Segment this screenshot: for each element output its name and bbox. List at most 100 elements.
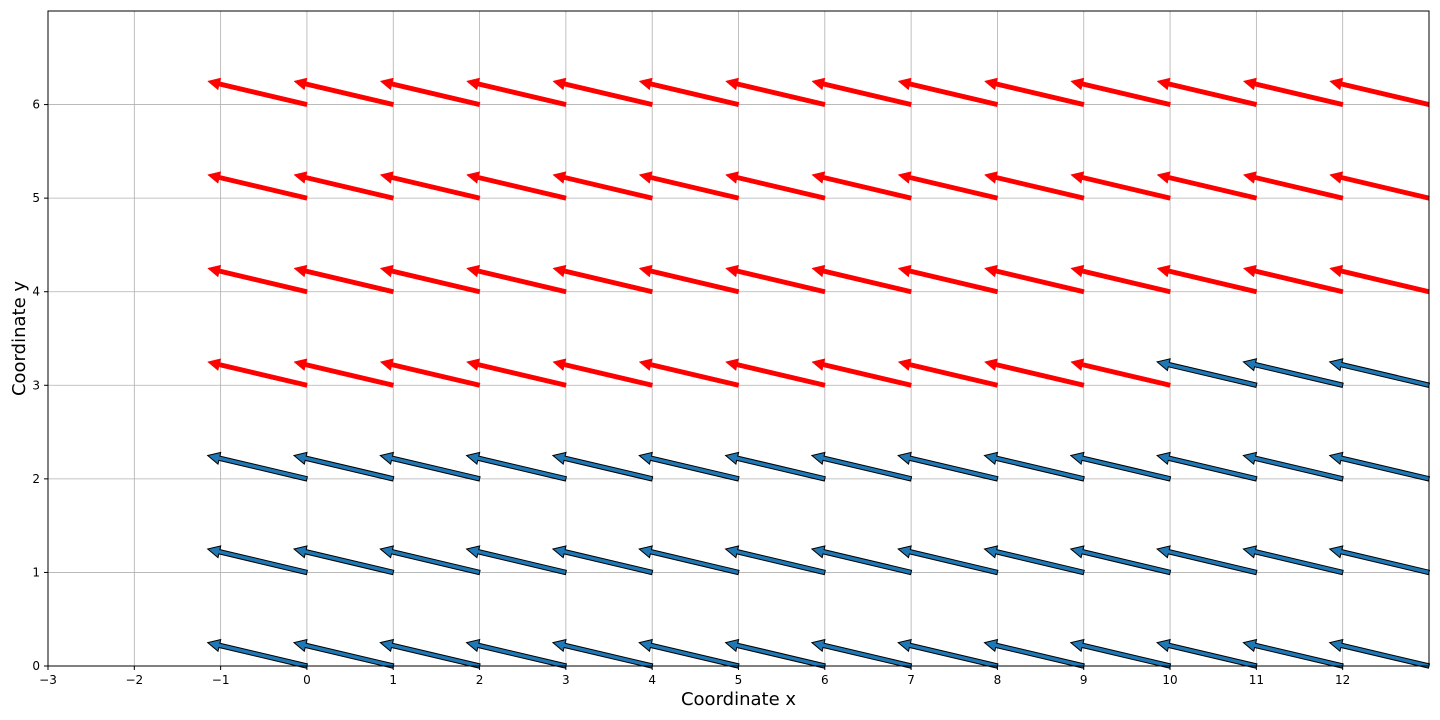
blue-arrow bbox=[1156, 638, 1258, 669]
blue-arrow bbox=[897, 545, 999, 576]
red-arrow bbox=[1156, 264, 1258, 295]
blue-arrow bbox=[379, 451, 481, 482]
red-arrow bbox=[466, 358, 567, 388]
blue-arrow bbox=[897, 638, 999, 669]
red-arrow bbox=[1242, 77, 1344, 108]
red-arrow bbox=[811, 264, 912, 295]
blue-arrow bbox=[897, 451, 999, 482]
red-arrow bbox=[1329, 264, 1430, 295]
red-arrow bbox=[725, 264, 826, 295]
red-arrow bbox=[1156, 77, 1258, 108]
red-arrow bbox=[379, 77, 481, 108]
blue-arrow bbox=[551, 451, 654, 482]
red-arrow bbox=[638, 264, 740, 295]
y-tick-label: 6 bbox=[32, 98, 40, 112]
blue-arrow bbox=[1069, 638, 1172, 669]
blue-arrow bbox=[1242, 451, 1344, 482]
x-tick-label: 1 bbox=[389, 673, 397, 687]
blue-arrow bbox=[1328, 451, 1431, 482]
x-tick-label: −3 bbox=[39, 673, 57, 687]
y-tick-label: 5 bbox=[32, 191, 40, 205]
red-arrow bbox=[983, 77, 1085, 107]
blue-arrow bbox=[724, 545, 826, 576]
red-arrow bbox=[207, 358, 308, 388]
y-tick-label: 1 bbox=[32, 565, 40, 579]
y-tick-label: 2 bbox=[32, 472, 40, 486]
red-arrow bbox=[983, 358, 1085, 388]
x-tick-label: 6 bbox=[821, 673, 829, 687]
red-arrow bbox=[379, 264, 481, 295]
arrow-field bbox=[206, 77, 1431, 669]
blue-arrow bbox=[465, 545, 567, 576]
red-arrow bbox=[983, 264, 1085, 295]
blue-arrow bbox=[983, 545, 1085, 576]
red-arrow bbox=[1070, 77, 1171, 108]
x-tick-label: 4 bbox=[648, 673, 656, 687]
blue-arrow bbox=[1328, 638, 1431, 669]
blue-arrow bbox=[810, 451, 913, 482]
red-arrow bbox=[379, 171, 481, 201]
blue-arrow bbox=[724, 638, 826, 669]
x-tick-label: 12 bbox=[1335, 673, 1350, 687]
blue-arrow bbox=[206, 451, 308, 482]
blue-arrow bbox=[551, 638, 654, 669]
red-arrow bbox=[638, 358, 740, 388]
blue-arrow bbox=[638, 451, 740, 482]
red-arrow bbox=[638, 77, 740, 108]
red-arrow bbox=[207, 77, 308, 108]
red-arrow bbox=[897, 264, 999, 295]
red-arrow bbox=[552, 171, 654, 201]
red-arrow bbox=[552, 77, 654, 108]
blue-arrow bbox=[465, 638, 568, 669]
blue-arrow bbox=[1069, 545, 1172, 576]
red-arrow bbox=[379, 358, 481, 388]
blue-arrow bbox=[1156, 358, 1258, 389]
red-arrow bbox=[1329, 77, 1430, 108]
blue-arrow bbox=[810, 545, 913, 576]
red-arrow bbox=[1070, 358, 1171, 388]
blue-arrow bbox=[551, 545, 654, 576]
x-tick-label: 11 bbox=[1249, 673, 1264, 687]
red-arrow bbox=[1242, 264, 1344, 295]
blue-arrow bbox=[1328, 545, 1431, 576]
blue-arrow bbox=[1069, 451, 1172, 482]
x-tick-label: 0 bbox=[303, 673, 311, 687]
red-arrow bbox=[293, 358, 395, 388]
red-arrow bbox=[466, 77, 567, 108]
red-arrow bbox=[207, 264, 308, 295]
blue-arrow bbox=[638, 545, 740, 576]
red-arrow bbox=[207, 171, 308, 201]
blue-arrow bbox=[1242, 638, 1344, 669]
red-arrow bbox=[293, 171, 395, 201]
red-arrow bbox=[897, 358, 999, 388]
red-arrow bbox=[725, 77, 826, 108]
x-tick-label: 7 bbox=[907, 673, 915, 687]
red-arrow bbox=[811, 358, 912, 388]
blue-arrow bbox=[465, 451, 568, 482]
grid-lines bbox=[47, 11, 1429, 667]
x-tick-label: 5 bbox=[735, 673, 743, 687]
blue-arrow bbox=[206, 545, 308, 576]
blue-arrow bbox=[1242, 358, 1344, 389]
blue-arrow bbox=[379, 638, 481, 669]
blue-arrow bbox=[1156, 545, 1258, 576]
x-tick-label: −2 bbox=[125, 673, 143, 687]
blue-arrow bbox=[810, 638, 913, 669]
blue-arrow bbox=[1242, 545, 1344, 576]
red-arrow bbox=[1070, 171, 1171, 201]
y-tick-label: 4 bbox=[32, 285, 40, 299]
red-arrow bbox=[466, 264, 567, 295]
blue-arrow bbox=[1328, 358, 1431, 389]
red-arrow bbox=[1156, 171, 1258, 201]
red-arrow bbox=[552, 264, 653, 295]
red-arrow bbox=[293, 264, 395, 295]
red-arrow bbox=[466, 171, 567, 201]
blue-arrow bbox=[983, 638, 1085, 669]
red-arrow bbox=[1329, 171, 1430, 201]
red-arrow bbox=[293, 77, 395, 107]
x-axis-label: Coordinate x bbox=[681, 689, 796, 710]
blue-arrow bbox=[1156, 451, 1258, 482]
red-arrow bbox=[725, 171, 826, 201]
